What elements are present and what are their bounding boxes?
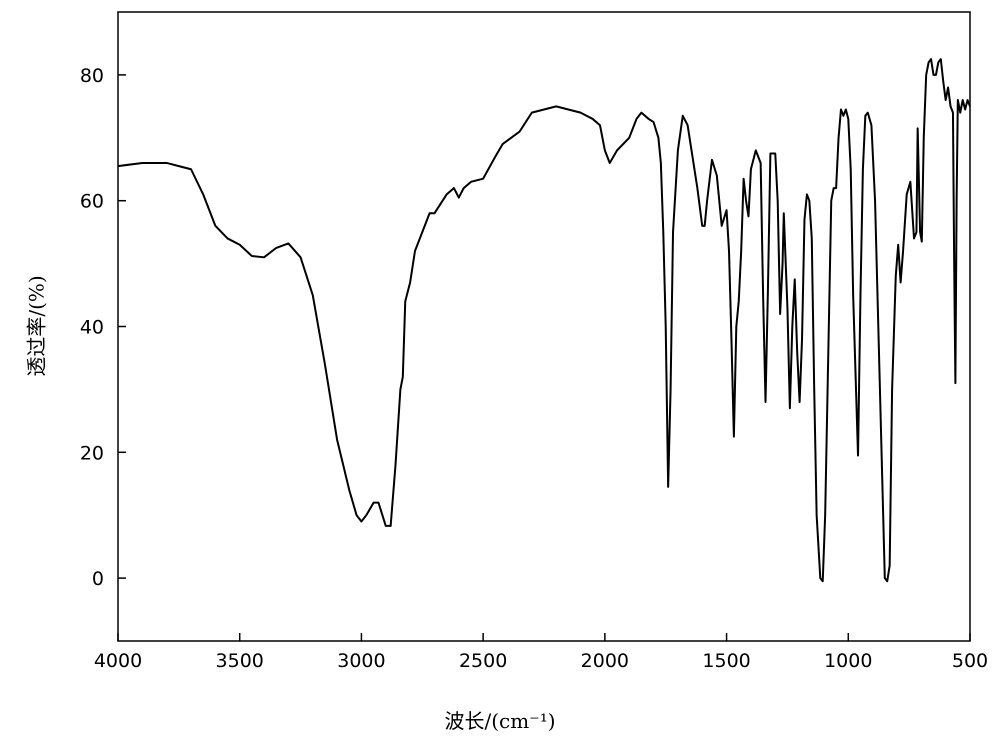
x-axis-label: 波长/(cm⁻¹) [444, 709, 555, 733]
y-tick-label: 40 [80, 317, 104, 339]
plot-frame [117, 11, 971, 642]
y-axis-label: 透过率/(%) [25, 275, 49, 376]
x-tick-label: 3500 [216, 650, 264, 672]
y-tick-label: 20 [80, 442, 104, 464]
y-tick-label: 0 [92, 568, 104, 590]
x-tick-label: 1500 [702, 650, 750, 672]
x-tick-label: 2500 [459, 650, 507, 672]
x-tick-label: 4000 [94, 650, 142, 672]
spectrum-line [117, 58, 971, 583]
x-tick-label: 2000 [581, 650, 629, 672]
x-tick-label: 3000 [337, 650, 385, 672]
x-tick-label: 1000 [824, 650, 872, 672]
x-tick-label: 500 [952, 650, 988, 672]
y-tick-label: 60 [80, 191, 104, 213]
y-tick-label: 80 [80, 65, 104, 87]
